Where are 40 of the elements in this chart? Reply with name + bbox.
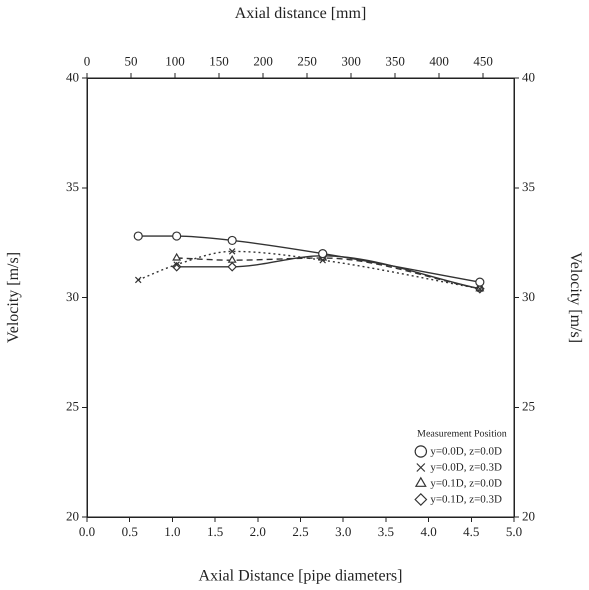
y2-tick-label: 25 xyxy=(522,398,535,414)
y2-tick-label: 35 xyxy=(522,179,535,194)
x-tick-label: 1.0 xyxy=(164,524,181,540)
x2-tick-label: 50 xyxy=(124,54,138,69)
y-tick-label: 20 xyxy=(66,508,79,524)
x2-tick-label: 400 xyxy=(429,54,449,69)
x-tick-label: 5.0 xyxy=(506,524,522,540)
legend-label: y=0.0D, z=0.0D xyxy=(430,445,502,458)
y-tick-label: 40 xyxy=(66,69,79,84)
x2-tick-label: 150 xyxy=(209,54,229,69)
x2-tick-label: 250 xyxy=(297,54,317,69)
x-tick-label: 0.5 xyxy=(122,524,138,540)
y2-tick-label: 40 xyxy=(522,69,535,84)
x2-tick-label: 100 xyxy=(165,54,185,69)
legend-label: y=0.1D, z=0.0D xyxy=(430,477,502,490)
x2-tick-label: 300 xyxy=(341,54,361,69)
x2-tick-label: 350 xyxy=(385,54,405,69)
x2-tick-label: 200 xyxy=(253,54,273,69)
x2-axis-title: Axial distance [mm] xyxy=(234,4,366,22)
y2-axis-title: Velocity [m/s] xyxy=(567,252,584,344)
y2-tick-label: 20 xyxy=(522,508,535,524)
x2-tick-label: 450 xyxy=(473,54,493,69)
legend-label: y=0.1D, z=0.3D xyxy=(430,493,502,506)
x-tick-label: 2.0 xyxy=(250,524,266,540)
x-tick-label: 4.0 xyxy=(420,524,437,540)
x-axis-title: Axial Distance [pipe diameters] xyxy=(198,568,402,585)
x-tick-label: 3.5 xyxy=(378,524,394,540)
y-tick-label: 25 xyxy=(66,398,79,414)
y2-tick-label: 30 xyxy=(522,288,535,304)
legend-title: Measurement Position xyxy=(417,428,507,440)
y-tick-label: 35 xyxy=(66,179,79,194)
x-tick-label: 0.0 xyxy=(78,524,96,540)
x-tick-label: 3.0 xyxy=(335,524,352,540)
x2-tick-label: 0 xyxy=(84,54,90,69)
x-tick-label: 4.5 xyxy=(463,524,480,540)
y-tick-label: 30 xyxy=(66,288,79,304)
y-axis-title: Velocity [m/s] xyxy=(4,252,22,344)
x-tick-label: 1.5 xyxy=(206,524,224,540)
x-tick-label: 2.5 xyxy=(292,524,309,540)
legend-label: y=0.0D, z=0.3D xyxy=(430,461,502,474)
